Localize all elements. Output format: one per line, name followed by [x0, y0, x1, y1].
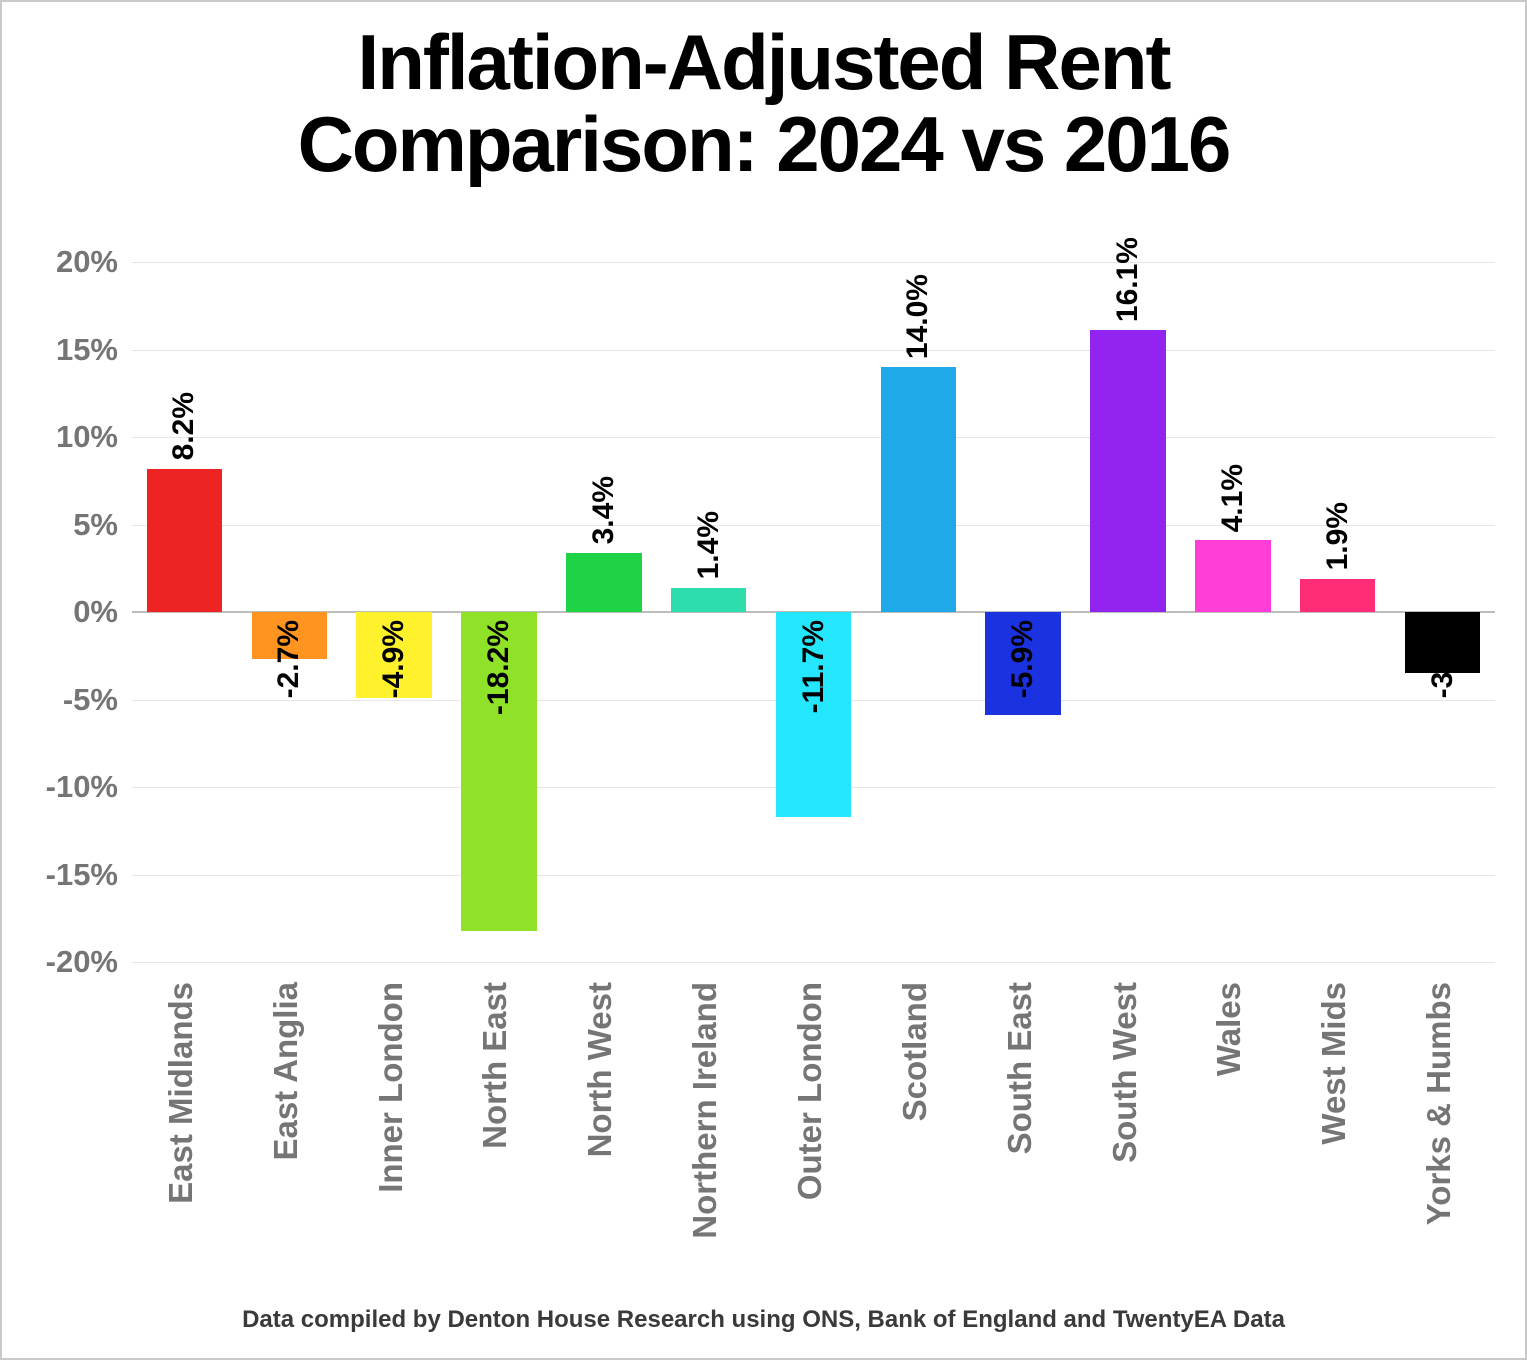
- y-tick-label: 0%: [73, 594, 132, 630]
- bar: [881, 367, 956, 612]
- bars-layer: 8.2%-2.7%-4.9%-18.2%3.4%1.4%-11.7%14.0%-…: [132, 262, 1495, 962]
- footer-note: Data compiled by Denton House Research u…: [2, 1306, 1525, 1334]
- bar: [566, 553, 641, 613]
- bar-value-label: 14.0%: [901, 274, 935, 359]
- x-axis-label: North East: [478, 982, 513, 1149]
- x-axis-label: South West: [1108, 982, 1143, 1163]
- bar-value-label: -4.9%: [377, 620, 411, 698]
- x-axis-label: Outer London: [793, 982, 828, 1200]
- x-axis-label: North West: [583, 982, 618, 1157]
- x-axis-label: Yorks & Humbs: [1422, 982, 1457, 1225]
- x-axis: East Midlands East Anglia Inner London Nort…: [132, 982, 1495, 1282]
- y-tick-label: -10%: [46, 769, 132, 805]
- bar-value-label: 1.9%: [1321, 502, 1355, 570]
- bar-value-label: -11.7%: [797, 620, 831, 713]
- chart-title: Inflation-Adjusted Rent Comparison: 2024…: [2, 22, 1525, 186]
- y-tick-label: -20%: [46, 944, 132, 980]
- y-tick-label: 10%: [56, 419, 132, 455]
- bar-value-label: 3.4%: [587, 476, 621, 544]
- x-axis-label: East Anglia: [269, 982, 304, 1161]
- y-tick-label: 5%: [73, 507, 132, 543]
- bar-value-label: 4.1%: [1216, 464, 1250, 532]
- gridline: [132, 962, 1495, 963]
- x-axis-label: Northern Ireland: [688, 982, 723, 1239]
- bar: [1300, 579, 1375, 612]
- y-tick-label: 20%: [56, 244, 132, 280]
- bar-value-label: 16.1%: [1111, 237, 1145, 322]
- bar: [1090, 330, 1165, 612]
- x-axis-label: Inner London: [374, 982, 409, 1193]
- y-tick-label: -15%: [46, 857, 132, 893]
- bar-value-label: 1.4%: [692, 511, 726, 579]
- bar-value-label: -2.7%: [272, 620, 306, 698]
- x-axis-label: Scotland: [898, 982, 933, 1121]
- bar-value-label: -5.9%: [1006, 620, 1040, 698]
- bar: [1195, 540, 1270, 612]
- x-axis-label: East Midlands: [164, 982, 199, 1204]
- x-axis-label: Wales: [1212, 982, 1247, 1076]
- y-tick-label: 15%: [56, 332, 132, 368]
- bar-value-label: -3.5%: [1426, 620, 1460, 698]
- x-axis-label: West Mids: [1317, 982, 1352, 1145]
- chart-title-line2: Comparison: 2024 vs 2016: [298, 100, 1230, 188]
- y-tick-label: -5%: [63, 682, 132, 718]
- bar: [671, 588, 746, 613]
- chart-frame: Inflation-Adjusted Rent Comparison: 2024…: [0, 0, 1527, 1360]
- bar-value-label: 8.2%: [167, 392, 201, 460]
- chart-title-line1: Inflation-Adjusted Rent: [358, 18, 1170, 106]
- plot-area: -20%-15%-10%-5%0%5%10%15%20% 8.2%-2.7%-4…: [132, 262, 1495, 962]
- bar: [147, 469, 222, 613]
- bar-value-label: -18.2%: [482, 620, 516, 715]
- x-axis-label: South East: [1003, 982, 1038, 1154]
